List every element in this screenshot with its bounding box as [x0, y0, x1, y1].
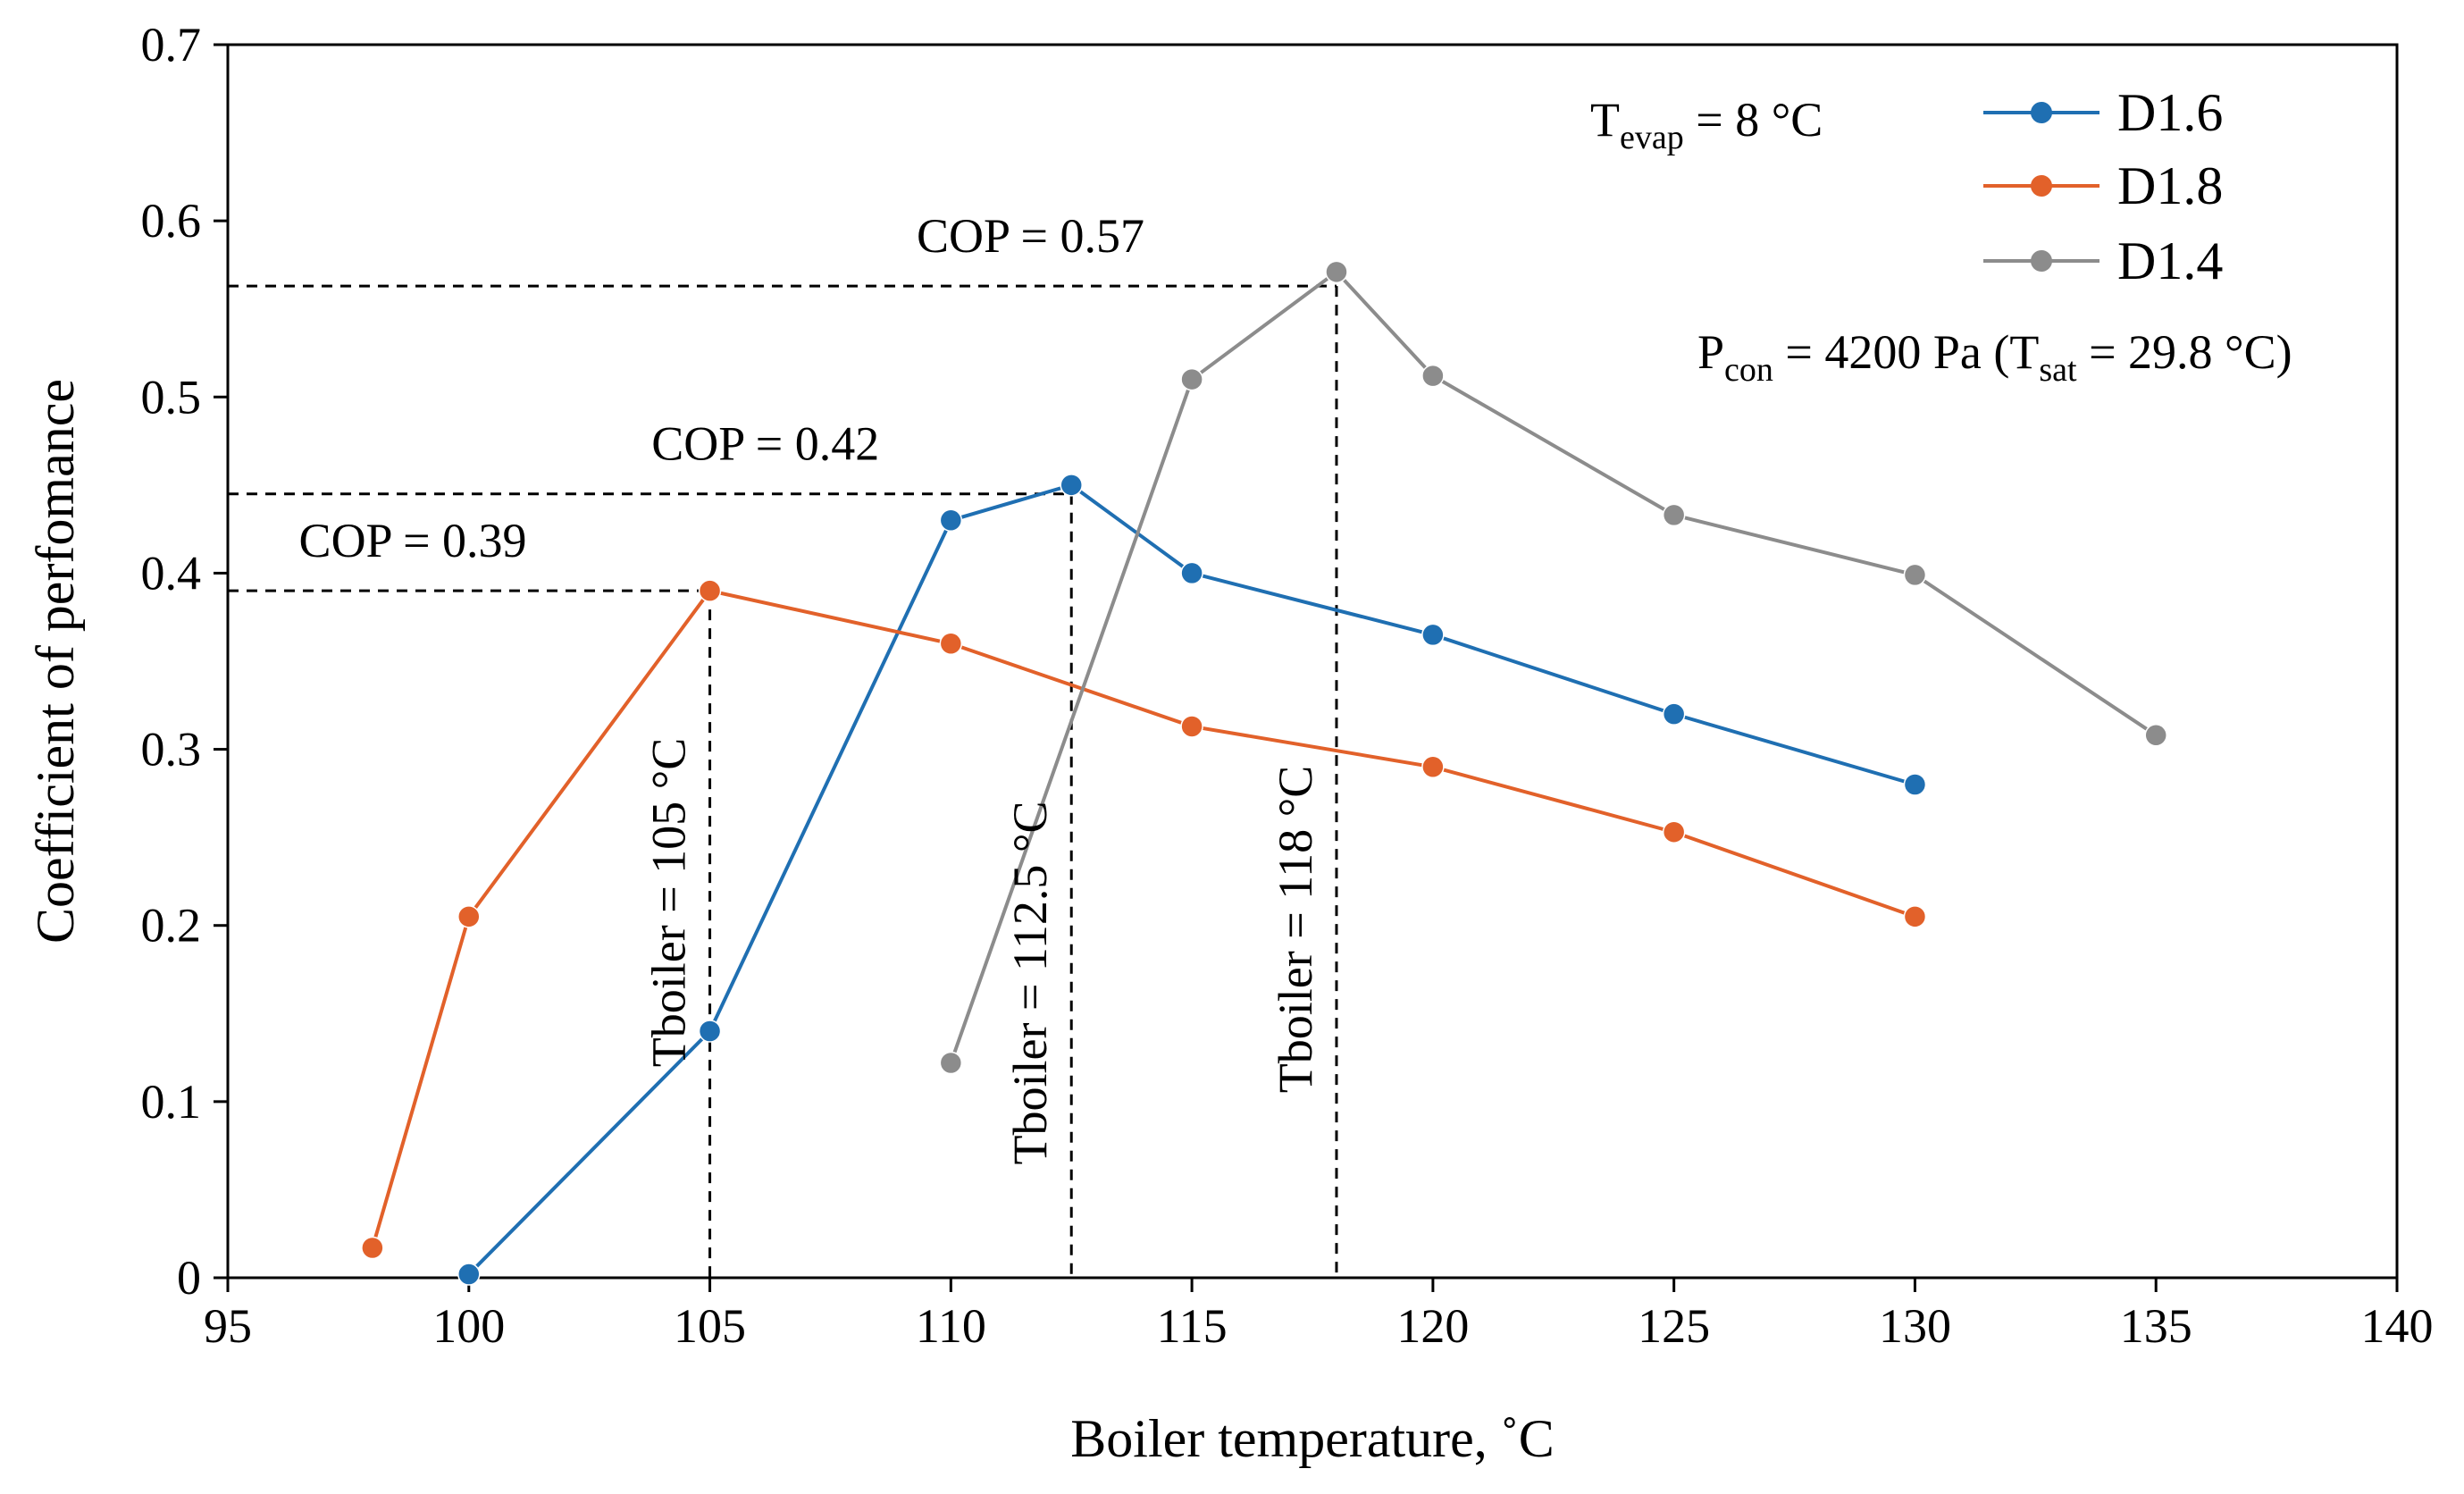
- data-point: [939, 508, 963, 533]
- y-tick-label: 0: [177, 1251, 201, 1305]
- legend-label: D1.4: [2117, 231, 2223, 290]
- legend-swatch-marker: [2031, 250, 2052, 272]
- tboiler-label: Tboiler = 105 °C: [642, 738, 696, 1068]
- series-D1.8: [361, 579, 1927, 1260]
- y-tick-label: 0.4: [141, 546, 202, 600]
- x-tick-label: 95: [204, 1299, 252, 1353]
- x-tick-label: 120: [1396, 1299, 1469, 1353]
- tboiler-label: Tboiler = 112.5 °C: [1003, 801, 1057, 1164]
- data-point: [457, 1263, 481, 1286]
- series: [361, 260, 2167, 1286]
- x-tick-label: 110: [916, 1299, 986, 1353]
- data-point: [1903, 773, 1927, 796]
- legend-swatch-marker: [2031, 102, 2052, 123]
- cop-label: COP = 0.39: [299, 514, 527, 567]
- x-axis-title: Boiler temperature, ˚C: [1070, 1409, 1554, 1468]
- condenser-condition-label: Pcon = 4200 Pa (Tsat = 29.8 °C): [1697, 325, 2292, 389]
- data-point: [1325, 260, 1348, 284]
- data-point: [1662, 702, 1686, 726]
- x-tick-label: 105: [674, 1299, 746, 1353]
- data-point: [1903, 563, 1927, 587]
- legend-item: D1.4: [1983, 231, 2223, 290]
- y-tick-label: 0.3: [141, 723, 202, 776]
- data-point: [698, 1020, 722, 1043]
- x-tick-label: 100: [432, 1299, 505, 1353]
- data-point: [1180, 367, 1203, 391]
- series-D1.4: [939, 260, 2167, 1075]
- data-point: [698, 579, 722, 602]
- x-tick-label: 130: [1879, 1299, 1951, 1353]
- cop-label: COP = 0.42: [651, 417, 879, 471]
- cop-label: COP = 0.57: [917, 209, 1144, 263]
- data-point: [939, 632, 963, 656]
- x-tick-label: 135: [2120, 1299, 2192, 1353]
- data-point: [2144, 724, 2167, 747]
- legend-label: D1.6: [2117, 83, 2223, 142]
- x-tick-label: 125: [1638, 1299, 1710, 1353]
- series-line: [370, 588, 1916, 1249]
- tboiler-label: Tboiler = 118 °C: [1269, 766, 1322, 1094]
- annotations: COP = 0.39 Tboiler = 105 °C COP = 0.42 Tboi…: [299, 93, 2292, 1165]
- data-point: [1421, 755, 1445, 779]
- data-point: [1180, 715, 1203, 738]
- x-tick-label: 115: [1157, 1299, 1228, 1353]
- plot-frame: [226, 43, 2399, 1280]
- evap-condition-label: Tevap = 8 °C: [1590, 93, 1823, 156]
- data-point: [1662, 820, 1686, 844]
- legend: D1.6 D1.8 D1.4: [1983, 83, 2223, 290]
- data-point: [1421, 364, 1445, 388]
- y-tick-label: 0.5: [141, 370, 202, 424]
- series-D1.6: [457, 474, 1927, 1286]
- y-axis-title: Coefficient of perfomance: [26, 379, 85, 944]
- data-point: [1421, 623, 1445, 647]
- data-point: [939, 1051, 963, 1075]
- x-tick-label: 140: [2361, 1299, 2434, 1353]
- series-line: [467, 483, 1916, 1276]
- legend-label: D1.8: [2117, 156, 2223, 215]
- data-point: [457, 905, 481, 928]
- legend-swatch-marker: [2031, 175, 2052, 197]
- legend-item: D1.6: [1983, 83, 2223, 142]
- data-point: [1060, 474, 1083, 497]
- data-point: [1903, 905, 1927, 928]
- y-tick-label: 0.6: [141, 194, 202, 248]
- legend-item: D1.8: [1983, 156, 2223, 215]
- axes: 95 100 105 110 115 120 125 130 135 140 0 0.1 0.2 0.3 0…: [26, 18, 2434, 1468]
- y-tick-label: 0.7: [141, 18, 202, 71]
- data-point: [1180, 561, 1203, 585]
- reference-lines: [228, 284, 1338, 1278]
- y-tick-label: 0.1: [141, 1075, 202, 1129]
- data-point: [361, 1236, 384, 1260]
- y-tick-label: 0.2: [141, 899, 202, 953]
- series-line: [949, 269, 2158, 1064]
- data-point: [1662, 503, 1686, 527]
